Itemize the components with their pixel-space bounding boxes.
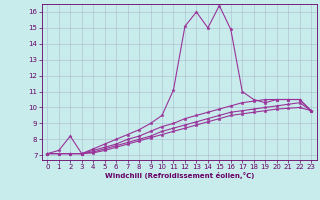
X-axis label: Windchill (Refroidissement éolien,°C): Windchill (Refroidissement éolien,°C) — [105, 172, 254, 179]
